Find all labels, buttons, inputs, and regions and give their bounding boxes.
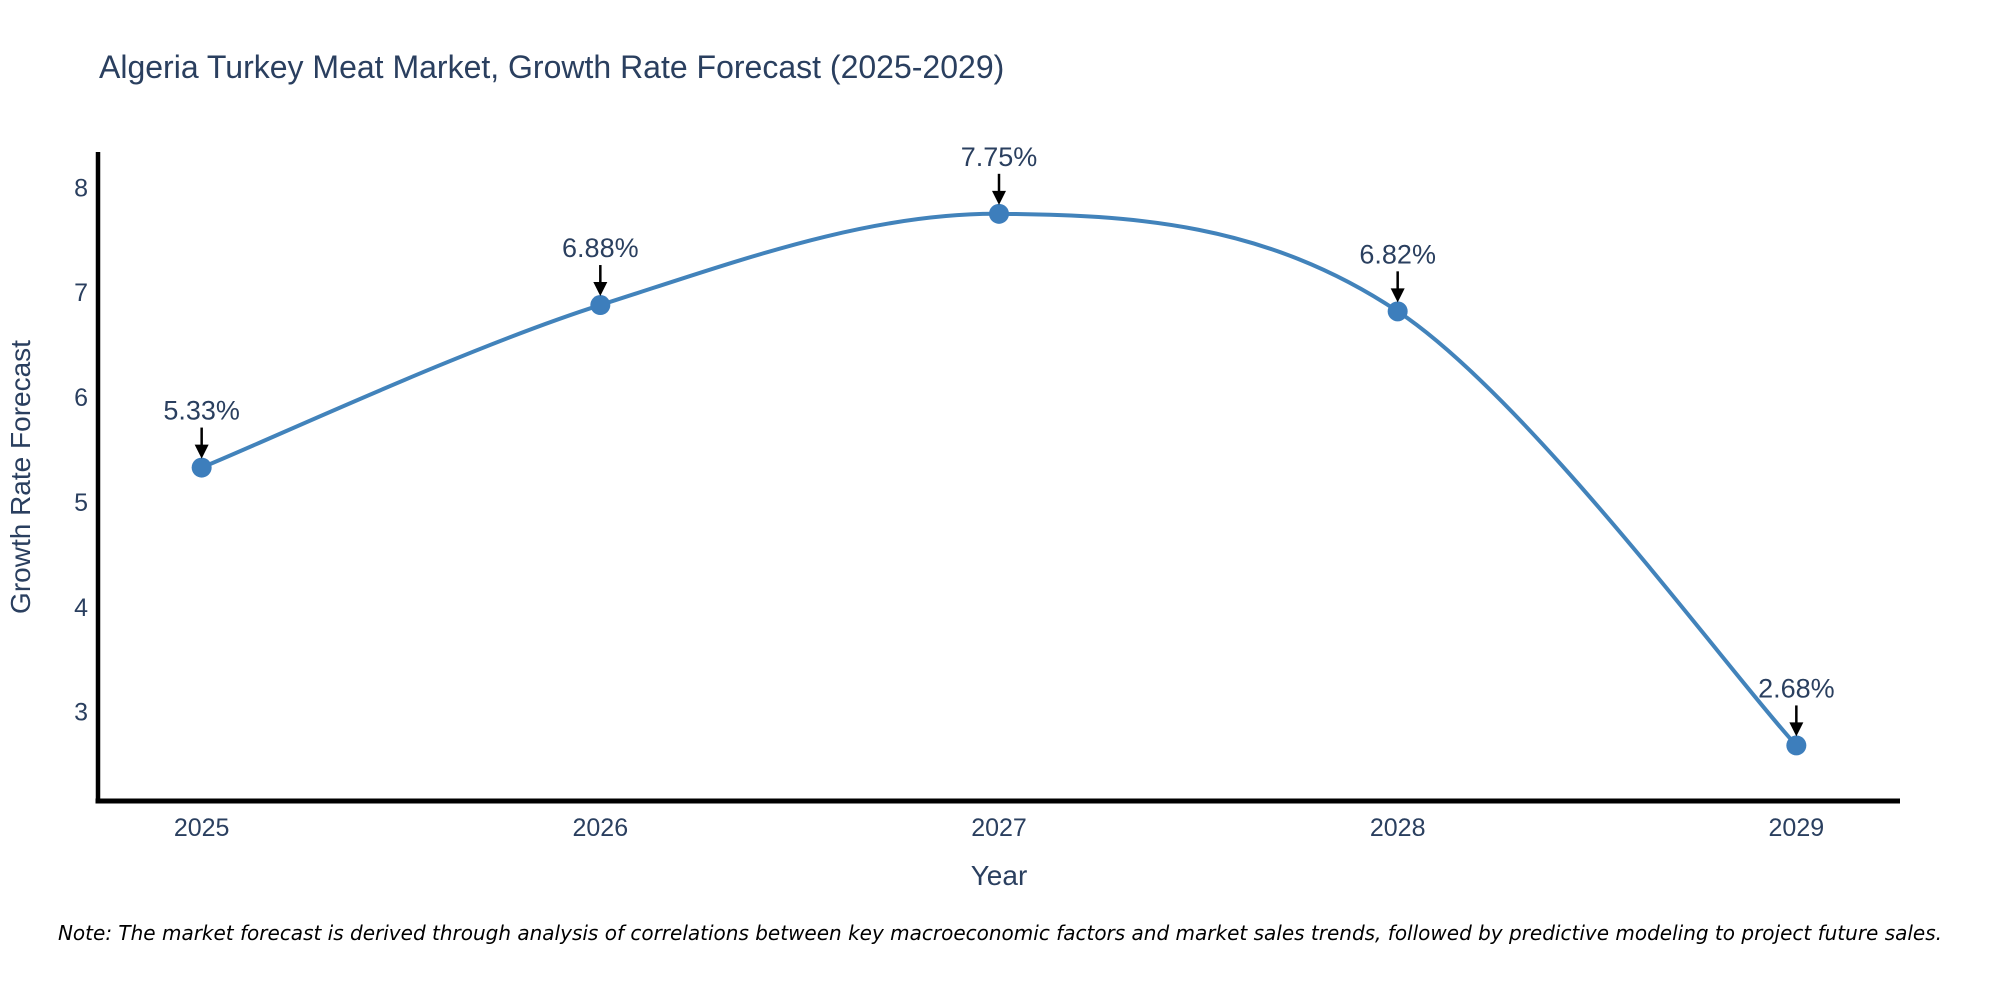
point-annotation: 6.82% xyxy=(1359,239,1436,303)
data-point-value-label: 7.75% xyxy=(961,142,1038,172)
chart-title: Algeria Turkey Meat Market, Growth Rate … xyxy=(99,49,1004,85)
x-tick-label: 2026 xyxy=(573,814,629,842)
x-axis: 2025 2026 2027 2028 2029 Year xyxy=(95,798,1900,891)
point-annotations: 5.33% 6.88% 7.75% 6.82% 2.68% xyxy=(163,142,1835,737)
forecast-line-path xyxy=(199,211,1799,748)
y-tick-label: 7 xyxy=(74,279,88,307)
data-point-value-label: 5.33% xyxy=(163,396,240,426)
annotation-arrowhead xyxy=(194,444,209,459)
data-point-marker xyxy=(191,457,212,478)
annotation-arrowhead xyxy=(992,190,1006,205)
forecast-line-series xyxy=(199,211,1799,748)
y-axis-title: Growth Rate Forecast xyxy=(5,340,36,614)
x-tick-label: 2027 xyxy=(971,814,1027,842)
data-point-markers xyxy=(191,203,1807,756)
footnote: Note: The market forecast is derived thr… xyxy=(58,921,1942,945)
y-tick-label: 5 xyxy=(74,489,88,517)
annotation-arrowhead xyxy=(1789,722,1804,737)
y-tick-labels: 3 4 5 6 7 8 xyxy=(74,174,88,726)
data-point-value-label: 6.82% xyxy=(1359,239,1436,269)
data-point-marker xyxy=(1786,735,1807,756)
x-tick-label: 2025 xyxy=(174,814,230,842)
data-point-value-label: 6.88% xyxy=(562,233,639,263)
annotation-arrowhead xyxy=(593,282,608,297)
y-tick-label: 3 xyxy=(74,699,88,727)
point-annotation: 5.33% xyxy=(163,396,240,459)
y-tick-label: 6 xyxy=(74,384,88,412)
data-point-marker xyxy=(590,295,611,316)
annotation-arrowhead xyxy=(1390,288,1405,303)
y-tick-label: 8 xyxy=(74,174,88,202)
y-axis: 3 4 5 6 7 8 Growth Rate Forecast xyxy=(5,152,101,804)
data-point-value-label: 2.68% xyxy=(1758,673,1835,703)
data-point-marker xyxy=(989,203,1009,224)
x-tick-labels: 2025 2026 2027 2028 2029 xyxy=(174,814,1824,842)
point-annotation: 2.68% xyxy=(1758,673,1835,737)
point-annotation: 6.88% xyxy=(562,233,639,297)
x-tick-label: 2028 xyxy=(1370,814,1426,842)
x-tick-label: 2029 xyxy=(1769,814,1825,842)
point-annotation: 7.75% xyxy=(961,142,1038,205)
y-tick-label: 4 xyxy=(74,594,88,622)
data-point-marker xyxy=(1387,301,1408,322)
x-axis-title: Year xyxy=(971,860,1028,891)
